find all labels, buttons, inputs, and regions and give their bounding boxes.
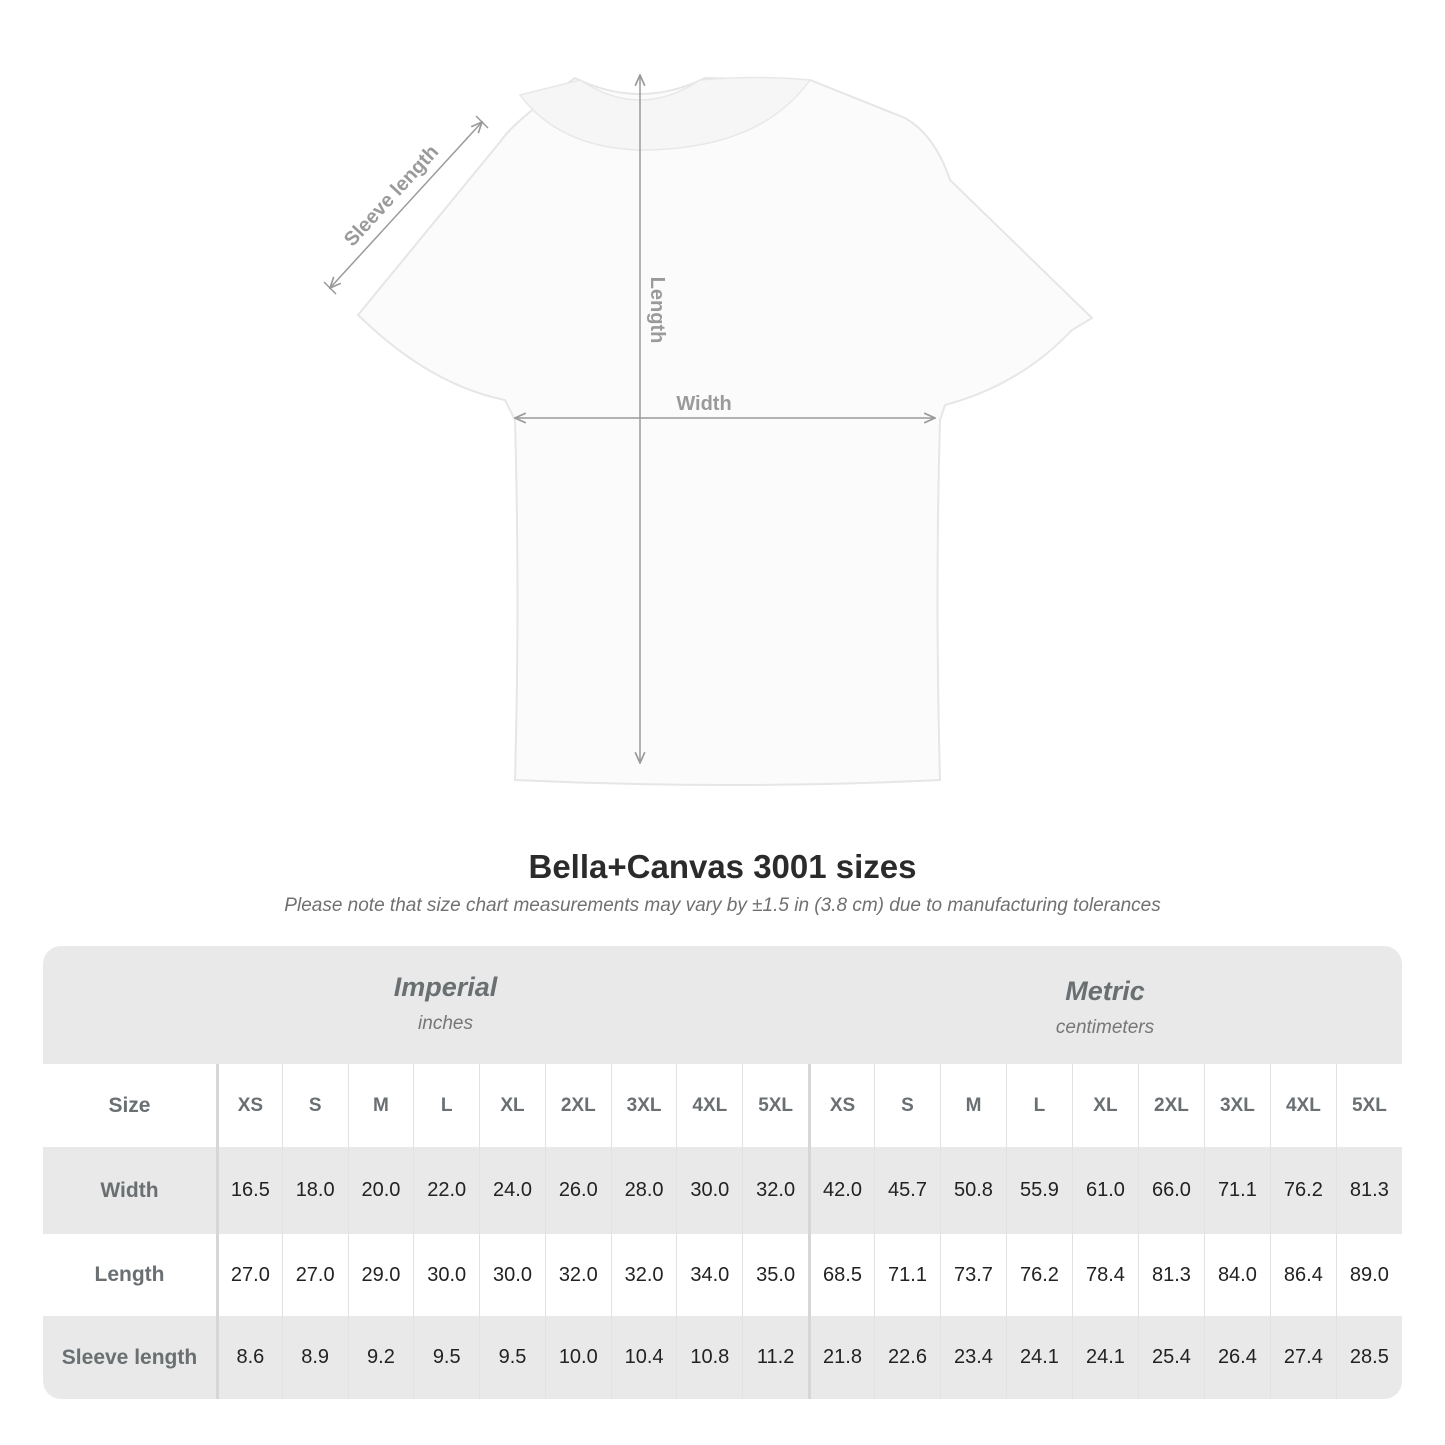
size-header-imperial: XL: [479, 1064, 545, 1147]
cell-imperial: 30.0: [676, 1147, 742, 1234]
cell-imperial: 16.5: [215, 1147, 282, 1234]
cell-imperial: 27.0: [281, 1234, 348, 1316]
cell-metric: 66.0: [1137, 1147, 1204, 1234]
tshirt-shape: [356, 76, 1094, 786]
cell-imperial: 10.4: [610, 1316, 677, 1399]
cell-imperial: 30.0: [413, 1234, 479, 1316]
size-header-imperial: S: [281, 1064, 348, 1147]
cell-metric: 24.1: [1005, 1316, 1072, 1399]
tshirt-diagram: Width Length Sleeve length: [323, 0, 1094, 786]
page-title: Bella+Canvas 3001 sizes: [528, 848, 917, 885]
size-header-imperial: 2XL: [544, 1064, 611, 1147]
metric-header: Metric centimeters: [808, 976, 1402, 1039]
cell-imperial: 11.2: [742, 1316, 808, 1399]
cell-imperial: 9.2: [347, 1316, 414, 1399]
size-header-imperial: 5XL: [742, 1064, 808, 1147]
cell-imperial: 34.0: [676, 1234, 742, 1316]
cell-metric: 26.4: [1203, 1316, 1270, 1399]
cell-imperial: 28.0: [610, 1147, 677, 1234]
size-header-row: Size XS S M L XL 2XL 3XL 4XL 5XL XS S M L XL 2XL 3XL 4XL 5…: [43, 1064, 1402, 1147]
cell-metric: 28.5: [1335, 1316, 1402, 1399]
cell-metric: 89.0: [1335, 1234, 1402, 1316]
length-label: Length: [646, 277, 668, 344]
size-header-metric: M: [939, 1064, 1006, 1147]
table-row: Sleeve length 8.6 8.9 9.2 9.5 9.5 10.0 10.4 10.8…: [43, 1316, 1402, 1399]
table-row: Length 27.0 27.0 29.0 30.0 30.0 32.0 32.0 34.0 35…: [43, 1234, 1402, 1316]
size-header-metric: 2XL: [1137, 1064, 1204, 1147]
size-header-metric: XL: [1071, 1064, 1138, 1147]
cell-metric: 73.7: [939, 1234, 1006, 1316]
cell-imperial: 27.0: [215, 1234, 282, 1316]
cell-imperial: 22.0: [413, 1147, 479, 1234]
cell-metric: 81.3: [1137, 1234, 1204, 1316]
cell-metric: 50.8: [939, 1147, 1006, 1234]
cell-metric: 24.1: [1071, 1316, 1138, 1399]
metric-unit: centimeters: [1055, 1017, 1155, 1038]
size-header-imperial: XS: [215, 1064, 282, 1147]
cell-metric: 27.4: [1269, 1316, 1336, 1399]
row-label: Sleeve length: [61, 1345, 198, 1369]
size-header-imperial: 4XL: [676, 1064, 742, 1147]
row-label: Length: [94, 1263, 165, 1286]
cell-imperial: 10.0: [544, 1316, 611, 1399]
cell-imperial: 24.0: [479, 1147, 545, 1234]
cell-metric: 71.1: [1203, 1147, 1270, 1234]
cell-imperial: 8.6: [215, 1316, 282, 1399]
cell-imperial: 29.0: [347, 1234, 414, 1316]
cell-metric: 68.5: [808, 1234, 874, 1316]
cell-metric: 45.7: [874, 1147, 940, 1234]
cell-imperial: 32.0: [742, 1147, 808, 1234]
cell-metric: 61.0: [1071, 1147, 1138, 1234]
size-header-imperial: L: [413, 1064, 479, 1147]
size-table: Imperial inches Metric centimeters Size X…: [43, 946, 1402, 1399]
sleeve-arrow: [330, 122, 482, 288]
width-label: Width: [676, 393, 731, 415]
size-header-metric: 5XL: [1335, 1064, 1402, 1147]
cell-metric: 55.9: [1005, 1147, 1072, 1234]
collar: [518, 76, 812, 151]
imperial-unit: inches: [418, 1013, 473, 1034]
cell-imperial: 26.0: [544, 1147, 611, 1234]
size-header-metric: XS: [808, 1064, 874, 1147]
size-header-imperial: 3XL: [610, 1064, 677, 1147]
cell-imperial: 32.0: [544, 1234, 611, 1316]
cell-metric: 76.2: [1269, 1147, 1336, 1234]
row-label: Size: [108, 1093, 151, 1117]
size-header-metric: L: [1005, 1064, 1072, 1147]
cell-imperial: 8.9: [281, 1316, 348, 1399]
cell-metric: 21.8: [808, 1316, 874, 1399]
imperial-header: Imperial inches: [216, 972, 675, 1035]
size-header-imperial: M: [347, 1064, 414, 1147]
units-header: Imperial inches Metric centimeters: [43, 946, 1402, 1064]
cell-imperial: 20.0: [347, 1147, 414, 1234]
metric-title: Metric: [1065, 976, 1145, 1006]
imperial-title: Imperial: [393, 972, 498, 1002]
cell-imperial: 9.5: [413, 1316, 479, 1399]
cell-imperial: 32.0: [610, 1234, 677, 1316]
table-row: Width 16.5 18.0 20.0 22.0 24.0 26.0 28.0 30.0 32.…: [43, 1147, 1402, 1234]
cell-imperial: 18.0: [281, 1147, 348, 1234]
cell-imperial: 30.0: [479, 1234, 545, 1316]
cell-metric: 22.6: [874, 1316, 940, 1399]
cell-metric: 84.0: [1203, 1234, 1270, 1316]
cell-imperial: 9.5: [479, 1316, 545, 1399]
row-label: Width: [100, 1178, 159, 1202]
cell-metric: 23.4: [939, 1316, 1006, 1399]
size-header-metric: 3XL: [1203, 1064, 1270, 1147]
cell-metric: 78.4: [1071, 1234, 1138, 1316]
cell-metric: 42.0: [808, 1147, 874, 1234]
cell-metric: 71.1: [874, 1234, 940, 1316]
cell-metric: 76.2: [1005, 1234, 1072, 1316]
cell-metric: 81.3: [1335, 1147, 1402, 1234]
cell-metric: 25.4: [1137, 1316, 1204, 1399]
cell-metric: 86.4: [1269, 1234, 1336, 1316]
cell-imperial: 35.0: [742, 1234, 808, 1316]
tolerance-note: Please note that size chart measurements…: [284, 895, 1161, 916]
size-header-metric: 4XL: [1269, 1064, 1336, 1147]
cell-imperial: 10.8: [676, 1316, 742, 1399]
size-header-metric: S: [874, 1064, 940, 1147]
